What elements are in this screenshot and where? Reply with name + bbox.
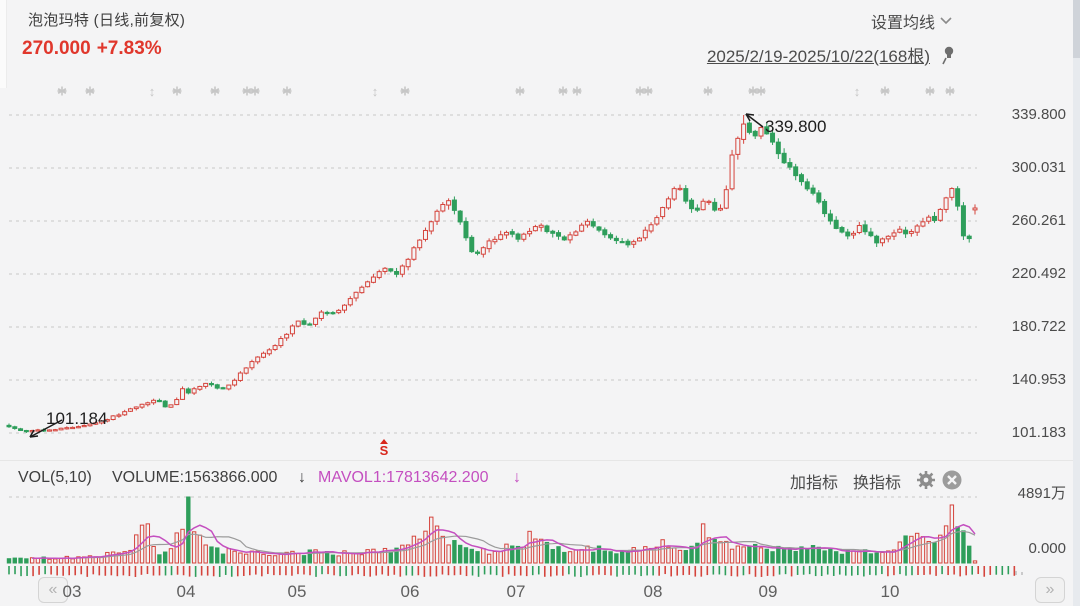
right-scrollbar-track[interactable] [1073, 0, 1080, 606]
svg-text:↕: ↕ [854, 84, 861, 99]
volume-value-label: VOLUME:1563866.000 [112, 469, 278, 486]
svg-text:↕: ↕ [149, 84, 156, 99]
time-axis-month-label: 05 [287, 582, 307, 601]
indicator-settings-gear-icon[interactable] [915, 469, 937, 491]
price-axis-tick: 260.261 [1011, 212, 1066, 229]
last-price: 270.000 [22, 38, 91, 59]
stock-title: 泡泡玛特 (日线,前复权) [28, 12, 186, 29]
date-range-link[interactable]: 2025/2/19-2025/10/22(168根) [706, 47, 930, 66]
switch-indicator-button[interactable]: 换指标 [853, 475, 902, 492]
time-axis-month-label: 10 [880, 582, 900, 601]
price-axis-tick: 339.800 [1011, 106, 1066, 123]
page-back-button[interactable]: « [38, 577, 68, 603]
vol-indicator-label[interactable]: VOL(5,10) [18, 469, 92, 486]
time-axis-month-label: 03 [62, 582, 82, 601]
dividend-event-marker[interactable]: S [377, 439, 391, 457]
time-axis-month-label: 07 [506, 582, 526, 601]
change-percent: +7.83% [96, 38, 162, 59]
mavol1-down-arrow-icon: ↓ [513, 469, 521, 486]
price-axis-tick: 140.953 [1011, 370, 1066, 388]
quote-line: 270.000 +7.83% [22, 38, 168, 60]
pane-divider [0, 460, 1080, 461]
volume-axis-min: 0.000 [1028, 540, 1066, 557]
mavol1-value-label: MAVOL1:17813642.200 [318, 469, 489, 486]
pin-icon[interactable] [938, 44, 958, 66]
right-scrollbar-thumb[interactable] [1073, 0, 1080, 58]
low-annotation: 101.184 [46, 409, 108, 428]
chevron-down-icon [940, 17, 952, 25]
event-marker-letter: S [379, 443, 389, 458]
price-axis-tick: 220.492 [1011, 264, 1066, 282]
price-axis-tick: 180.722 [1011, 318, 1066, 335]
event-marker-arrow-icon [380, 439, 388, 444]
time-axis-month-label: 09 [758, 582, 778, 601]
volume-down-arrow-icon: ↓ [298, 469, 306, 486]
add-indicator-button[interactable]: 加指标 [790, 475, 839, 492]
page-forward-button[interactable]: » [1035, 577, 1065, 603]
time-axis-month-label: 08 [643, 582, 663, 601]
ma-settings-label: 设置均线 [870, 15, 935, 32]
price-axis-tick: 300.031 [1011, 158, 1066, 176]
high-annotation: 339.800 [765, 117, 827, 136]
svg-text:↕: ↕ [372, 84, 379, 99]
left-edge-strip [0, 0, 7, 88]
close-indicator-icon[interactable] [941, 469, 963, 491]
ma-settings-button[interactable]: 设置均线 [871, 9, 952, 33]
time-axis-month-label: 04 [176, 582, 196, 601]
time-axis-month-label: 06 [400, 582, 420, 601]
volume-axis-max: 4891万 [1017, 485, 1066, 502]
price-axis-tick: 101.183 [1011, 424, 1066, 441]
